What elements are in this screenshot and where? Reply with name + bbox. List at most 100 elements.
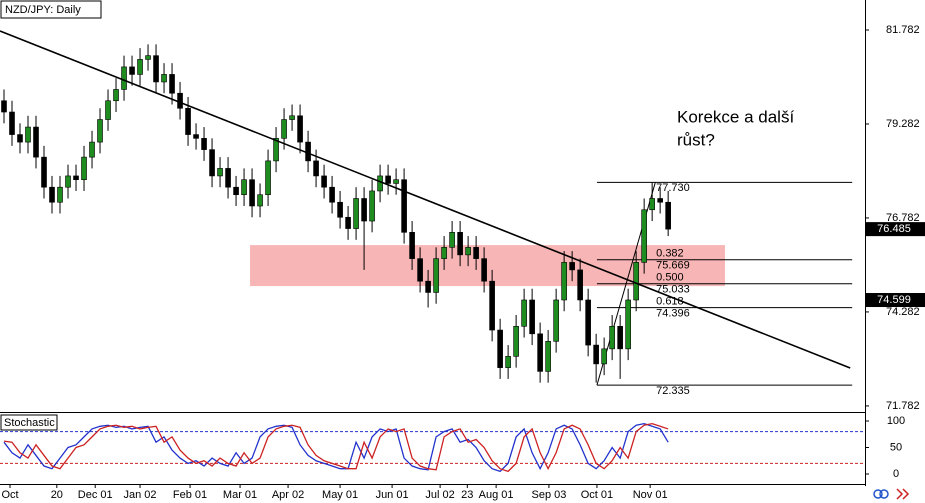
fib-price-label: 77.730 — [656, 182, 690, 194]
scroll-end-icon[interactable] — [896, 488, 910, 500]
candle-body — [137, 59, 143, 75]
candle-body — [209, 149, 215, 177]
candle-body — [657, 198, 663, 203]
candle-body — [481, 258, 487, 282]
candle-body — [489, 280, 495, 331]
candle-body — [625, 299, 631, 350]
x-tick-label: May 01 — [322, 489, 358, 501]
candle-body — [537, 333, 543, 372]
toolbar-icons[interactable] — [873, 488, 910, 500]
title-box — [0, 0, 102, 19]
candle-body — [25, 126, 31, 143]
candle-body — [153, 55, 159, 83]
candle-body — [505, 356, 511, 368]
fib-price-label: 74.396 — [656, 308, 690, 320]
candle-body — [601, 348, 607, 365]
price-tag-label: 74.599 — [877, 294, 911, 306]
candle-body — [641, 209, 647, 263]
candle-body — [57, 186, 63, 203]
candle-body — [609, 325, 615, 350]
price-tag — [866, 222, 925, 237]
candle-body — [217, 168, 223, 177]
annotation: růst? — [677, 130, 715, 149]
candle-body — [385, 175, 391, 184]
candle-body — [393, 179, 399, 184]
candle-body — [449, 232, 455, 248]
annotation: Korekce a další — [677, 107, 794, 126]
candle-body — [409, 232, 415, 259]
x-tick-label: Dec 01 — [78, 489, 113, 501]
fib-ratio-label: 0.382 — [656, 248, 684, 260]
y-tick-label: 76.782 — [886, 212, 920, 224]
x-tick-label: Jun 01 — [376, 489, 409, 501]
candle-body — [257, 194, 263, 207]
candle-body — [1, 100, 7, 113]
x-tick-label: Sep 03 — [531, 489, 566, 501]
candle-body — [553, 299, 559, 342]
candle-body — [441, 247, 447, 259]
fib-price-label: 75.033 — [656, 284, 690, 296]
fib-ratio-label: 0.500 — [656, 272, 684, 284]
x-tick-label: Oct 01 — [581, 489, 613, 501]
candle-body — [417, 258, 423, 282]
x-tick-label: Aug 01 — [479, 489, 514, 501]
candle-body — [65, 175, 71, 188]
candle-body — [289, 115, 295, 120]
candle-body — [377, 175, 383, 192]
price-tag — [866, 293, 925, 308]
candle-body — [89, 141, 95, 158]
candle-body — [41, 156, 47, 188]
candle-body — [425, 280, 431, 293]
candle-body — [545, 341, 551, 372]
candle-body — [241, 179, 247, 196]
candle-body — [353, 198, 359, 229]
candle-body — [225, 168, 231, 188]
candle-body — [33, 126, 39, 158]
candle-body — [9, 111, 15, 135]
candle-body — [345, 216, 351, 229]
stoch-line — [3, 422, 669, 473]
y-tick-label: 71.782 — [886, 400, 920, 412]
candle-body — [17, 134, 23, 143]
candle-body — [145, 55, 151, 60]
candle-body — [185, 107, 191, 135]
candle-body — [569, 262, 575, 271]
stoch-line — [3, 422, 669, 473]
candle-body — [273, 138, 279, 162]
fib-price-label: 72.335 — [656, 385, 690, 397]
candle-body — [337, 201, 343, 218]
link-icon[interactable] — [873, 489, 883, 499]
candle-body — [97, 119, 103, 143]
candle-body — [633, 262, 639, 301]
y-tick-label: 81.782 — [886, 24, 920, 36]
support-zone — [250, 245, 725, 287]
candle-body — [617, 325, 623, 350]
candle-body — [233, 186, 239, 196]
y-tick-label: 0 — [893, 468, 899, 480]
candle-body — [113, 89, 119, 102]
link-icon[interactable] — [879, 489, 889, 499]
y-tick-label: 79.282 — [886, 118, 920, 130]
candle-body — [161, 74, 167, 83]
x-tick-label: Oct — [1, 489, 18, 501]
price-tag-label: 76.485 — [877, 223, 911, 235]
candle-body — [105, 100, 111, 120]
candle-body — [497, 329, 503, 368]
candle-body — [129, 66, 135, 75]
fib-price-label: 75.669 — [656, 260, 690, 272]
candle-body — [193, 134, 199, 139]
candle-body — [577, 269, 583, 301]
x-tick-label: 20 — [51, 489, 63, 501]
x-tick-label: Mar 01 — [223, 489, 257, 501]
trend-line — [0, 30, 851, 369]
candle-body — [561, 262, 567, 301]
x-tick-label: Apr 02 — [272, 489, 304, 501]
y-tick-label: 74.282 — [886, 306, 920, 318]
candle-body — [313, 160, 319, 177]
plot-layer: 81.782 79.282 76.782 74.282 71.782 100 50 0 Oct 2… — [0, 24, 925, 501]
candle-body — [73, 175, 79, 180]
candle-body — [361, 198, 367, 222]
candle-body — [513, 325, 519, 357]
candle-body — [121, 66, 127, 90]
candle-body — [649, 198, 655, 211]
